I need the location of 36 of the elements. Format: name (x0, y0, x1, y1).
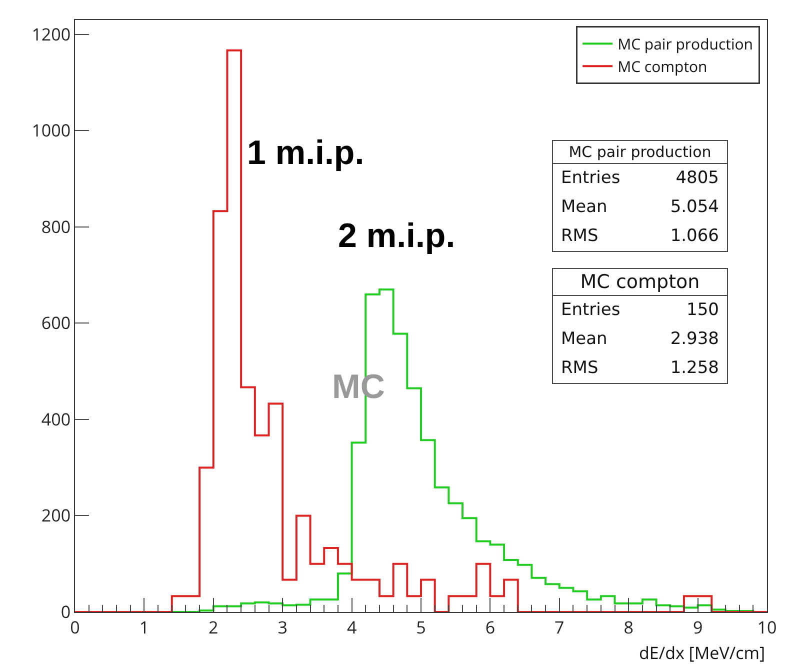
legend-label: MC pair production (618, 34, 753, 55)
annotation: Mean (561, 196, 608, 219)
x-tick-label: 1 (139, 615, 150, 638)
annotation: Entries (561, 299, 620, 322)
x-tick-label: 10 (757, 615, 777, 638)
annotation: MC compton (553, 269, 727, 296)
y-tick-label: 1200 (32, 22, 71, 46)
y-tick-label: 200 (41, 504, 71, 527)
annotation: 1.258 (670, 357, 719, 380)
annotation: RMS (561, 357, 598, 380)
x-tick-label: 2 (208, 615, 218, 638)
annotation: 1 m.i.p. (247, 134, 364, 172)
x-tick-label: 9 (692, 615, 703, 638)
annotation: 4805 (676, 167, 719, 190)
y-tick-label: 0 (60, 600, 71, 623)
annotation: 150 (686, 299, 719, 322)
y-tick-label: 400 (41, 407, 71, 430)
annotation: MC pair production (553, 141, 727, 164)
x-tick-label: 8 (624, 615, 634, 638)
annotation: 5.054 (670, 196, 719, 219)
annotation: 2 m.i.p. (338, 217, 456, 255)
annotation: Mean (561, 328, 608, 351)
annotation: Entries (561, 167, 620, 190)
annotation: 2.938 (670, 328, 719, 351)
legend-label: MC compton (618, 57, 708, 78)
annotation: RMS (561, 225, 598, 248)
y-tick-label: 800 (41, 214, 71, 238)
y-tick-label: 1000 (32, 118, 71, 142)
x-axis-title: dE/dx [MeV/cm] (639, 641, 766, 664)
x-tick-label: 5 (416, 615, 426, 638)
x-tick-label: 3 (278, 615, 288, 638)
x-tick-label: 4 (346, 615, 357, 638)
annotation: 1.066 (670, 225, 719, 248)
x-tick-label: 7 (554, 615, 564, 638)
x-tick-label: 6 (485, 615, 496, 638)
y-tick-label: 600 (41, 311, 71, 334)
